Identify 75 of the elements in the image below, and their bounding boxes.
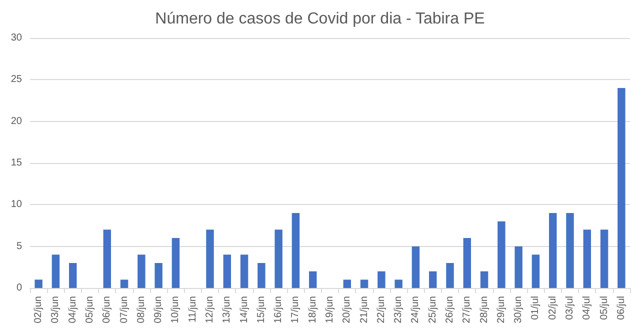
bar bbox=[292, 213, 300, 288]
x-tick-label: 27/jun bbox=[462, 296, 473, 324]
x-tick-label: 15/jun bbox=[256, 296, 267, 324]
y-tick-label: 5 bbox=[16, 240, 22, 252]
x-tick-label: 11/jun bbox=[187, 296, 198, 323]
bar bbox=[274, 230, 282, 288]
bar bbox=[532, 254, 540, 288]
x-tick-label: 30/jun bbox=[513, 296, 524, 324]
x-tick-label: 22/jun bbox=[376, 296, 387, 324]
y-tick-label: 0 bbox=[16, 282, 22, 294]
bar bbox=[69, 263, 77, 288]
x-tick-label: 01/jul bbox=[530, 296, 542, 320]
bar bbox=[103, 230, 111, 288]
bar bbox=[34, 280, 42, 288]
bar bbox=[498, 221, 506, 288]
bar bbox=[138, 254, 146, 288]
bar bbox=[240, 254, 248, 288]
bar bbox=[120, 280, 128, 288]
x-tick-label: 05/jun bbox=[84, 296, 96, 324]
x-tick-label: 10/jun bbox=[170, 296, 182, 324]
bar bbox=[394, 280, 402, 288]
x-tick-label: 02/jun bbox=[33, 296, 44, 324]
bar bbox=[600, 230, 608, 288]
x-tick-label: 05/jul bbox=[598, 296, 610, 320]
x-tick-label: 09/jun bbox=[153, 296, 164, 324]
bar bbox=[429, 271, 437, 288]
bar bbox=[446, 263, 454, 288]
bar bbox=[258, 263, 266, 288]
y-tick-label: 25 bbox=[10, 74, 22, 86]
x-tick-label: 23/jun bbox=[393, 296, 404, 324]
y-tick-label: 30 bbox=[10, 32, 22, 44]
bar bbox=[378, 271, 386, 288]
x-tick-label: 24/jun bbox=[410, 296, 422, 324]
x-tick-label: 03/jul bbox=[564, 296, 576, 320]
x-tick-label: 04/jul bbox=[582, 296, 593, 320]
chart-title: Número de casos de Covid por dia - Tabira PE bbox=[155, 10, 485, 28]
x-tick-label: 20/jun bbox=[342, 296, 353, 324]
x-tick-label: 08/jun bbox=[136, 296, 147, 324]
x-tick-label: 26/jun bbox=[444, 296, 456, 324]
x-tick-label: 16/jun bbox=[273, 296, 284, 324]
x-tick-label: 17/jun bbox=[290, 296, 302, 324]
x-tick-label: 13/jun bbox=[222, 296, 233, 324]
bar bbox=[360, 280, 368, 288]
bar bbox=[618, 88, 626, 288]
bar bbox=[309, 271, 317, 288]
bar bbox=[172, 238, 180, 288]
x-tick-label: 29/jun bbox=[496, 296, 507, 324]
x-tick-label: 19/jun bbox=[324, 296, 336, 324]
x-tick-label: 28/jun bbox=[478, 296, 490, 324]
x-tick-label: 06/jul bbox=[616, 296, 627, 320]
y-tick-label: 20 bbox=[10, 116, 22, 127]
bar bbox=[412, 246, 420, 288]
x-tick-label: 03/jun bbox=[50, 296, 62, 324]
bar bbox=[223, 254, 231, 288]
y-tick-label: 15 bbox=[10, 158, 22, 168]
x-tick-label: 21/jun bbox=[358, 296, 370, 324]
y-tick-label: 10 bbox=[10, 199, 22, 210]
bar bbox=[463, 238, 471, 288]
bar bbox=[566, 213, 574, 288]
bar bbox=[480, 271, 488, 288]
bar bbox=[154, 263, 162, 288]
bar bbox=[583, 230, 591, 288]
bar bbox=[343, 280, 351, 288]
x-tick-label: 18/jun bbox=[307, 296, 318, 324]
bar bbox=[514, 246, 522, 288]
bar bbox=[52, 254, 60, 288]
bar bbox=[549, 213, 557, 288]
x-tick-label: 12/jun bbox=[204, 296, 216, 324]
bar bbox=[206, 230, 214, 288]
x-tick-label: 25/jun bbox=[427, 296, 438, 324]
x-tick-label: 06/jun bbox=[102, 296, 113, 324]
x-tick-label: 02/jul bbox=[547, 296, 558, 320]
x-tick-label: 14/jun bbox=[238, 296, 250, 324]
x-tick-label: 04/jun bbox=[67, 296, 78, 324]
x-tick-label: 07/jun bbox=[118, 296, 130, 324]
